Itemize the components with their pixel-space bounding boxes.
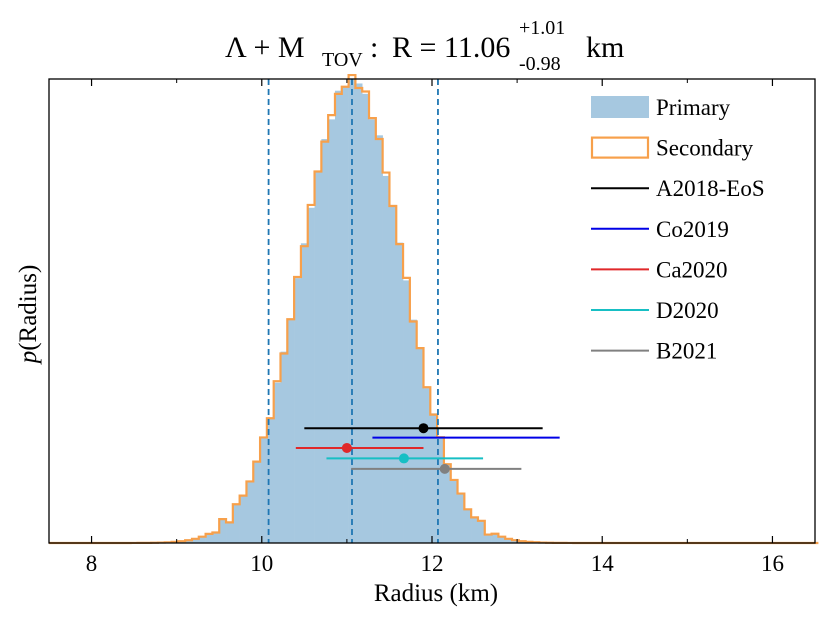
legend-label: D2020 (656, 298, 719, 323)
primary-histogram-bar (219, 519, 227, 543)
primary-histogram-bar (355, 83, 363, 543)
error-bar-marker-a2018-eos (418, 423, 429, 434)
plot-area (49, 73, 819, 545)
primary-histogram-bar (307, 207, 315, 543)
primary-histogram-bar (273, 382, 281, 543)
primary-histogram-bar (443, 464, 452, 543)
primary-histogram-bar (341, 86, 349, 543)
primary-histogram-bar (369, 119, 377, 543)
primary-histogram-bar (409, 319, 417, 543)
title-main-subscript: TOV (322, 49, 363, 71)
x-tick-label: 14 (591, 551, 615, 576)
primary-histogram-bar (260, 436, 268, 543)
primary-histogram-bar (321, 139, 329, 543)
primary-histogram-bar (416, 348, 424, 543)
primary-histogram-bar (382, 175, 390, 543)
primary-histogram-bar (314, 170, 322, 543)
primary-histogram-bar (396, 242, 404, 543)
legend-entry: B2021 (591, 339, 717, 364)
primary-histogram-bar (266, 417, 274, 543)
primary-histogram-bar (328, 119, 336, 544)
primary-histogram-bar (512, 540, 520, 543)
legend-entry: Primary (591, 95, 731, 120)
primary-histogram-bar (375, 135, 383, 543)
legend-label: A2018-EoS (656, 176, 765, 201)
legend-label: Co2019 (656, 217, 729, 242)
x-axis-label: Radius (km) (374, 580, 498, 607)
legend-entry: D2020 (591, 298, 719, 323)
x-tick-label: 16 (761, 551, 784, 576)
legend-entry: Co2019 (591, 217, 729, 242)
primary-histogram-bar (226, 522, 234, 543)
primary-histogram-bar (484, 534, 492, 543)
primary-histogram-bar (287, 320, 295, 543)
primary-histogram-bar (232, 504, 240, 543)
x-axis-ticks: 8 10 12 14 16 (86, 79, 784, 576)
credible-interval-lines (267, 79, 439, 543)
primary-histogram-bar (464, 509, 472, 543)
primary-histogram-bar (450, 479, 458, 543)
primary-histogram-bar (498, 536, 506, 543)
primary-histogram-bar (457, 494, 465, 543)
primary-histogram-bar (491, 533, 499, 543)
primary-histogram-bar (280, 351, 288, 543)
legend-entry: Secondary (590, 136, 754, 161)
title-main: Λ + M (225, 31, 305, 64)
error-bar-marker-b2021 (439, 463, 450, 474)
y-axis-label: p(Radius) (15, 265, 42, 366)
primary-histogram-bar (253, 462, 261, 543)
primary-histogram-bar (191, 538, 200, 543)
title-superscript: +1.01 (519, 17, 565, 39)
legend-label: Primary (656, 95, 731, 120)
title-subscript: -0.98 (519, 53, 561, 75)
y-axis-label-italic: p (15, 351, 42, 366)
primary-histogram-bar (205, 533, 213, 543)
chart-title: Λ + M TOV : R = 11.06 +1.01 -0.98 km (225, 17, 624, 75)
legend-swatch-primary (591, 96, 649, 118)
legend-entry: A2018-EoS (591, 176, 765, 201)
primary-histogram-bar (334, 90, 343, 543)
error-bar-marker-d2020 (398, 453, 409, 464)
primary-histogram-bar (246, 480, 254, 543)
radius-error-bars (295, 423, 560, 474)
legend-label: Ca2020 (656, 257, 728, 282)
primary-histogram-bar (198, 536, 206, 543)
legend-label: Secondary (656, 136, 754, 161)
legend-entry: Ca2020 (591, 257, 728, 282)
primary-histogram-bar (239, 495, 247, 543)
primary-histogram-bar (294, 278, 302, 543)
primary-histogram-bar (423, 388, 431, 543)
y-axis-label-rest: (Radius) (15, 265, 42, 351)
primary-histogram-bar (300, 243, 309, 543)
x-tick-label: 8 (86, 551, 98, 576)
legend-swatch-secondary (590, 136, 650, 159)
primary-histogram-bar (505, 538, 513, 543)
x-tick-label: 12 (421, 551, 444, 576)
primary-histogram-bar (437, 437, 445, 543)
primary-histogram-bar (477, 521, 486, 543)
primary-histogram-bar (389, 204, 397, 543)
title-unit: km (586, 31, 624, 64)
error-bar-marker-ca2020 (341, 442, 352, 453)
primary-histogram-bar (212, 532, 220, 543)
title-colon: : (370, 31, 378, 64)
legend-label: B2021 (656, 339, 717, 364)
legend: Primary Secondary A2018-EoS Co2019 Ca2020 D20… (590, 95, 765, 364)
primary-histogram-bar (403, 280, 411, 543)
primary-histogram-bar (471, 517, 479, 543)
primary-histogram-bar (362, 93, 370, 544)
title-radius-value: R = 11.06 (392, 31, 510, 64)
primary-histogram-bar (185, 540, 193, 543)
primary-histogram-bar (430, 413, 438, 543)
x-tick-label: 10 (250, 551, 273, 576)
